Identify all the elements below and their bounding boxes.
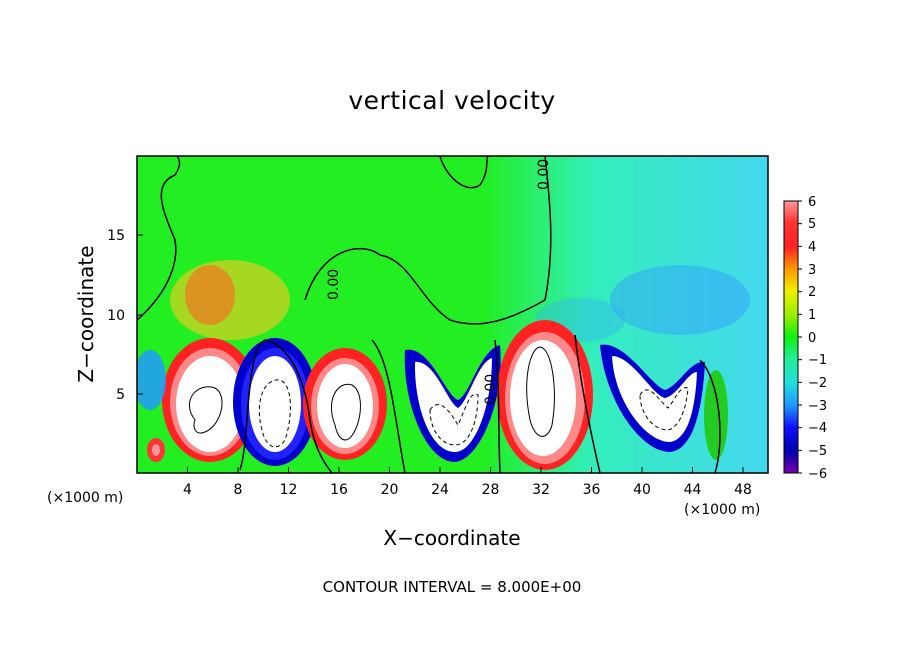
downdraft-plume (610, 265, 750, 335)
x-axis: 4 8 12 16 20 24 28 32 36 40 44 48 (183, 467, 752, 498)
x-tick-label: 4 (183, 482, 192, 498)
y-tick-label: 5 (116, 387, 125, 403)
colorbar-label: 6 (808, 195, 816, 210)
contour-label-2: 0.00 (326, 269, 342, 300)
x-tick-label: 16 (330, 482, 348, 498)
x-tick-label: 28 (482, 482, 500, 498)
contour-label-1: 0.00 (536, 159, 552, 190)
y-tick-label: 10 (107, 308, 125, 324)
chart-title: vertical velocity (348, 86, 556, 115)
colorbar-label: −6 (808, 467, 827, 482)
colorbar-label: −1 (808, 353, 827, 368)
x-tick-label: 36 (583, 482, 601, 498)
colorbar-label: −2 (808, 376, 827, 391)
colorbar-label: 3 (808, 263, 816, 278)
x-unit-right: (×1000 m) (684, 502, 761, 518)
x-tick-label: 44 (684, 482, 702, 498)
x-tick-label: 20 (381, 482, 399, 498)
updraft-core-plume (185, 265, 235, 325)
x-tick-label: 24 (431, 482, 449, 498)
x-tick-label: 48 (734, 482, 752, 498)
contour-label-3: 0.00 (483, 374, 499, 405)
x-unit-left: (×1000 m) (47, 490, 124, 506)
x-axis-label: X−coordinate (383, 526, 521, 550)
colorbar: 6 5 4 3 2 1 0 −1 −2 −3 −4 −5 −6 (783, 195, 827, 482)
x-tick-label: 40 (633, 482, 651, 498)
contour-interval-note: CONTOUR INTERVAL = 8.000E+00 (322, 578, 582, 596)
colorbar-label: −5 (808, 444, 827, 459)
colorbar-label: −3 (808, 399, 827, 414)
x-tick-label: 8 (234, 482, 243, 498)
colorbar-scale (783, 200, 799, 474)
colorbar-label: 5 (808, 217, 816, 232)
colorbar-label: 4 (808, 240, 816, 255)
plot-field (137, 156, 768, 473)
zero-contour-1 (137, 156, 181, 321)
x-tick-label: 12 (280, 482, 298, 498)
x-tick-label: 32 (532, 482, 550, 498)
colorbar-label: 2 (808, 285, 816, 300)
colorbar-label: 1 (808, 308, 816, 323)
colorbar-label: 0 (808, 331, 816, 346)
colorbar-label: −4 (808, 421, 827, 436)
y-axis: 5 10 15 (107, 228, 143, 403)
y-tick-label: 15 (107, 228, 125, 244)
zero-contour-2 (304, 156, 552, 325)
